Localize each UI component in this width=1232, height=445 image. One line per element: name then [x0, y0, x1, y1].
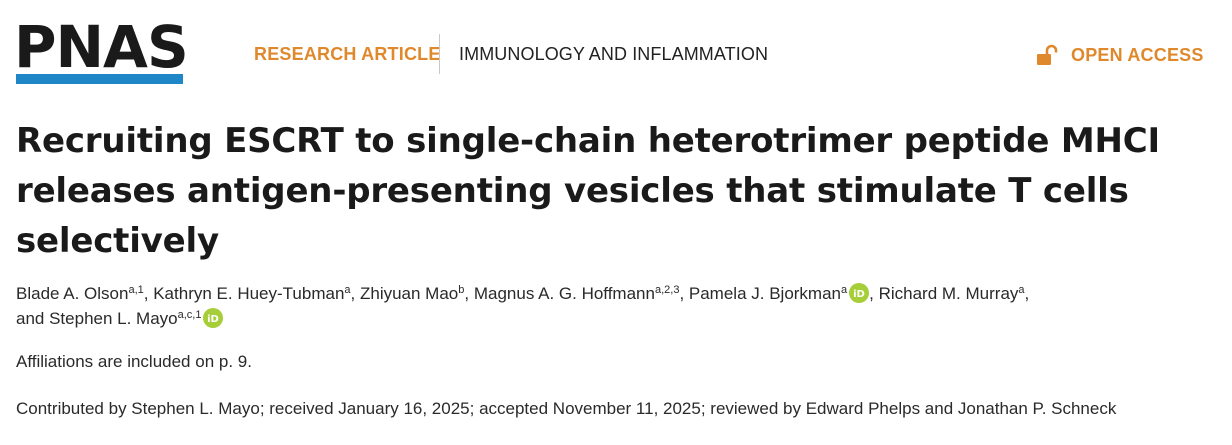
author-conjunction: and [16, 309, 50, 328]
unlock-icon [1037, 44, 1058, 65]
article-type-label[interactable]: RESEARCH ARTICLE [254, 44, 441, 64]
affiliation-marker[interactable]: b [458, 284, 465, 296]
author-separator: , [679, 284, 689, 303]
author-name[interactable]: Richard M. Murray [878, 284, 1019, 303]
affiliation-marker[interactable]: a,2,3 [654, 284, 680, 296]
contribution-dates-line: Contributed by Stephen L. Mayo; received… [16, 399, 1117, 418]
author-separator: , [350, 284, 360, 303]
orcid-icon[interactable]: iD [849, 283, 870, 303]
open-access-badge[interactable]: OPEN ACCESS [1036, 43, 1204, 67]
author-name[interactable]: Zhiyuan Mao [359, 284, 459, 303]
logo-underline-bar [16, 74, 183, 84]
affiliation-marker[interactable]: a,1 [128, 284, 144, 296]
author-name[interactable]: Blade A. Olson [16, 284, 129, 303]
author-separator: , [869, 284, 879, 303]
open-access-label: OPEN ACCESS [1071, 44, 1204, 65]
subject-category-label[interactable]: IMMUNOLOGY AND INFLAMMATION [459, 44, 769, 64]
affiliation-marker[interactable]: a [1018, 284, 1025, 296]
affiliation-marker[interactable]: a,c,1 [177, 309, 202, 321]
header-divider [439, 34, 440, 74]
author-name[interactable]: Magnus A. G. Hoffmann [473, 284, 655, 303]
affiliation-marker[interactable]: a [344, 284, 351, 296]
author-name[interactable]: Stephen L. Mayo [49, 309, 178, 328]
author-separator: , [464, 284, 474, 303]
logo-text: PNAS [14, 13, 189, 81]
author-name[interactable]: Pamela J. Bjorkman [688, 284, 842, 303]
pnas-logo[interactable]: PNAS [14, 14, 189, 86]
journal-header: PNAS RESEARCH ARTICLE IMMUNOLOGY AND INF… [0, 0, 1232, 100]
article-title: Recruiting ESCRT to single-chain heterot… [16, 121, 1161, 261]
author-name[interactable]: Kathryn E. Huey-Tubman [153, 284, 345, 303]
affiliations-note[interactable]: Affiliations are included on p. 9. [16, 352, 252, 371]
author-separator: , [143, 284, 154, 303]
svg-text:iD: iD [853, 289, 865, 300]
svg-text:iD: iD [208, 314, 220, 325]
affiliation-marker[interactable]: a [841, 284, 848, 296]
author-separator: , [1024, 284, 1030, 303]
author-list: Blade A. Olsona,1, Kathryn E. Huey-Tubma… [16, 281, 1216, 331]
orcid-icon[interactable]: iD [203, 308, 224, 328]
